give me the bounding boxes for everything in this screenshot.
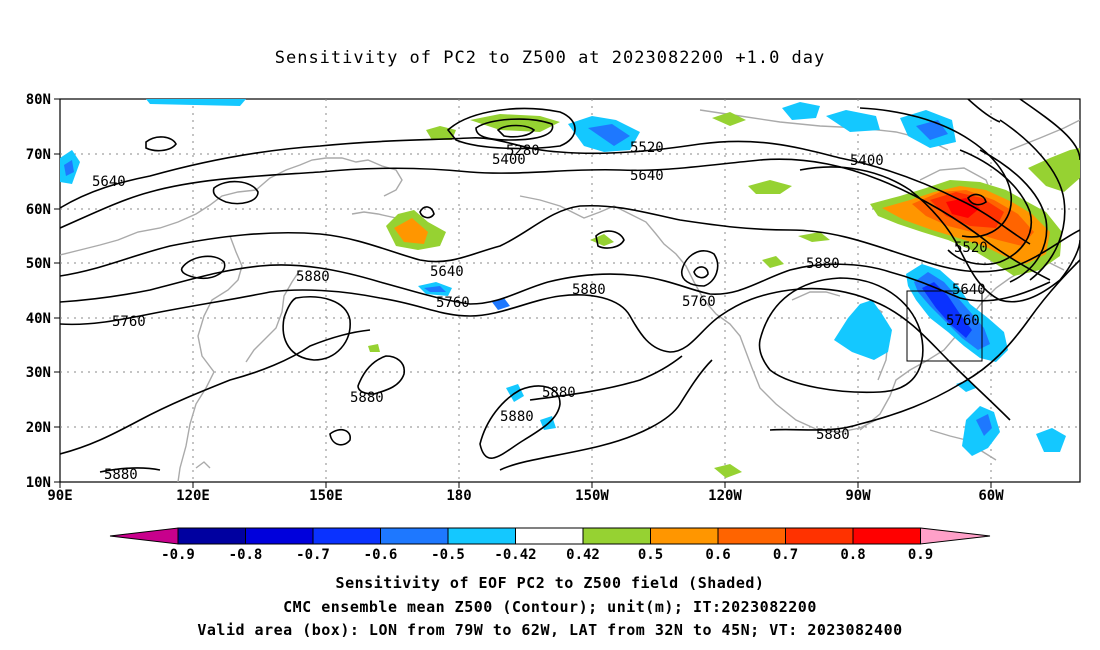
colorbar-segment: [582, 527, 651, 545]
lat-label: 40N: [26, 311, 51, 327]
colorbar-label: -0.6: [364, 547, 398, 563]
contour-label: 5400: [850, 153, 884, 169]
sensitivity-shading: [60, 99, 1080, 478]
colorbar-segment: [852, 527, 921, 545]
colorbar-labels: -0.9 -0.8 -0.7 -0.6 -0.5 -0.42 0.42 0.5 …: [161, 547, 933, 563]
footer-line-1: Sensitivity of EOF PC2 to Z500 field (Sh…: [335, 574, 765, 592]
valid-area-box: [906, 290, 983, 362]
contour-label: 5880: [500, 409, 534, 425]
lon-label: 60W: [978, 488, 1004, 504]
colorbar-segment: [312, 527, 381, 545]
colorbar-label: -0.9: [161, 547, 195, 563]
colorbar-segment: [785, 527, 854, 545]
contour-label: 5880: [572, 282, 606, 298]
lat-label: 30N: [26, 365, 51, 381]
colorbar-segment: [515, 527, 584, 545]
contour-label: 5760: [112, 314, 146, 330]
contour-label: 5880: [816, 427, 850, 443]
contour-label: 5880: [296, 269, 330, 285]
contour-labels: 5280 5400 5520 5400 5640 5640 5640 5520 …: [92, 140, 988, 483]
contour-label: 5520: [954, 240, 988, 256]
contour-label: 5400: [492, 152, 526, 168]
lon-label: 180: [446, 488, 471, 504]
colorbar-label: -0.7: [296, 547, 330, 563]
contour-label: 5280: [506, 143, 540, 159]
contour-label: 5880: [806, 256, 840, 272]
colorbar-label: 0.7: [773, 547, 798, 563]
footer-line-3: Valid area (box): LON from 79W to 62W, L…: [197, 621, 903, 639]
lat-label: 50N: [26, 256, 51, 272]
lat-label: 20N: [26, 420, 51, 436]
contour-label: 5760: [436, 295, 470, 311]
colorbar-label: -0.8: [229, 547, 263, 563]
colorbar-label: 0.5: [638, 547, 663, 563]
lon-label: 120E: [176, 488, 210, 504]
colorbar-label: 0.42: [566, 547, 600, 563]
longitude-labels: 90E 120E 150E 180 150W 120W 90W 60W: [47, 488, 1004, 504]
footer-line-2: CMC ensemble mean Z500 (Contour); unit(m…: [283, 598, 817, 616]
lat-label: 60N: [26, 202, 51, 218]
axis-ticks: [54, 98, 992, 488]
colorbar-label: -0.42: [494, 547, 536, 563]
colorbar: [109, 527, 991, 545]
contour-label: 5640: [430, 264, 464, 280]
lon-label: 90W: [845, 488, 871, 504]
lat-label: 10N: [26, 475, 51, 491]
graticule: [60, 99, 1080, 482]
lon-label: 150E: [309, 488, 343, 504]
lon-label: 120W: [708, 488, 742, 504]
colorbar-label: 0.8: [840, 547, 865, 563]
contour-label: 5640: [952, 282, 986, 298]
colorbar-left-triangle: [109, 527, 179, 545]
colorbar-segment: [717, 527, 786, 545]
colorbar-label: 0.9: [908, 547, 933, 563]
contour-label: 5880: [350, 390, 384, 406]
colorbar-segment: [447, 527, 516, 545]
colorbar-segment: [245, 527, 314, 545]
z500-contours: [60, 99, 1080, 473]
contour-label: 5640: [630, 168, 664, 184]
contour-label: 5640: [92, 174, 126, 190]
map-title: Sensitivity of PC2 to Z500 at 2023082200…: [274, 48, 826, 68]
colorbar-right-triangle: [920, 527, 991, 545]
lon-label: 150W: [575, 488, 609, 504]
colorbar-segment: [380, 527, 449, 545]
lat-label: 80N: [26, 92, 51, 108]
colorbar-segment: [177, 527, 246, 545]
lat-label: 70N: [26, 147, 51, 163]
lon-label: 90E: [47, 488, 72, 504]
colorbar-label: -0.5: [431, 547, 465, 563]
contour-label: 5760: [946, 313, 980, 329]
colorbar-segment: [650, 527, 719, 545]
contour-label: 5880: [542, 385, 576, 401]
contour-label: 5880: [104, 467, 138, 483]
contour-label: 5760: [682, 294, 716, 310]
contour-label: 5520: [630, 140, 664, 156]
colorbar-label: 0.6: [705, 547, 730, 563]
latitude-labels: 80N 70N 60N 50N 40N 30N 20N 10N: [26, 92, 51, 491]
